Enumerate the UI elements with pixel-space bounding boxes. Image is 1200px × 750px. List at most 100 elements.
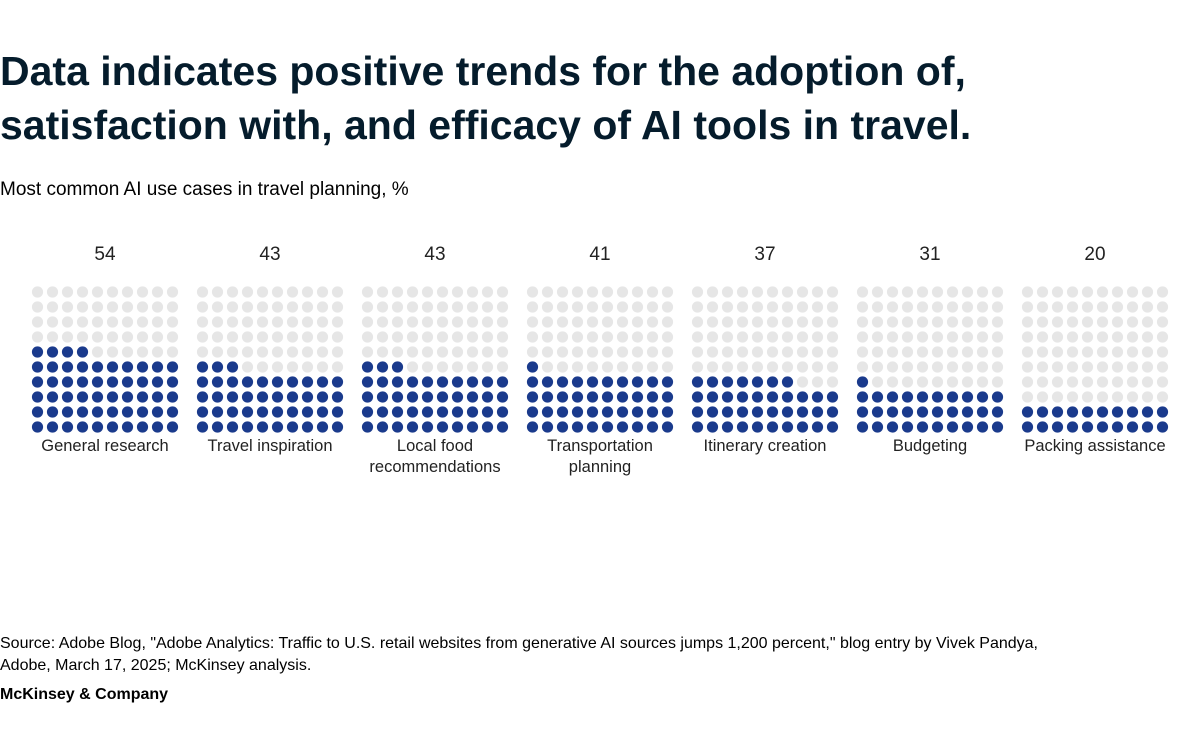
waffle-dot-empty [121,286,134,298]
waffle-dot-filled [601,406,614,418]
waffle-dot-empty [211,301,224,313]
waffle-dot-filled [106,406,119,418]
waffle-dot-empty [436,331,449,343]
category-group: 41 Transportation planning [526,244,674,476]
waffle-dot-empty [721,331,734,343]
waffle-dot-empty [1156,316,1169,328]
waffle-dot-filled [961,421,974,433]
waffle-dot-empty [166,301,179,313]
waffle-dot-empty [646,301,659,313]
waffle-dot-empty [31,331,44,343]
waffle-dot-empty [481,331,494,343]
waffle-dot-filled [406,391,419,403]
waffle-dot-filled [526,391,539,403]
waffle-dot-empty [466,346,479,358]
category-label: Itinerary creation [704,437,827,455]
waffle-dot-filled [631,406,644,418]
waffle-dot-filled [211,376,224,388]
waffle-dot-filled [76,406,89,418]
waffle-dot-empty [121,331,134,343]
waffle-dot-filled [151,421,164,433]
waffle-dot-filled [541,391,554,403]
waffle-dot-empty [751,346,764,358]
waffle-dot-filled [196,421,209,433]
waffle-dot-filled [316,421,329,433]
category-group: 37 Itinerary creation [691,244,839,455]
waffle-dot-filled [736,376,749,388]
waffle-dot-empty [931,316,944,328]
waffle-dot-empty [451,346,464,358]
waffle-dot-empty [691,331,704,343]
value-label: 31 [919,244,940,265]
waffle-dot-empty [991,346,1004,358]
waffle-dot-filled [316,376,329,388]
waffle-dot-empty [751,301,764,313]
waffle-dot-empty [256,361,269,373]
category-label: Local food [397,437,473,455]
waffle-dot-empty [811,346,824,358]
waffle-dot-empty [1021,391,1034,403]
category-label: Transportation [547,437,653,455]
waffle-dot-filled [1036,406,1049,418]
waffle-dot-empty [946,301,959,313]
waffle-dot-empty [106,286,119,298]
waffle-dot-empty [1036,376,1049,388]
waffle-dot-empty [661,346,674,358]
waffle-dot-filled [106,421,119,433]
waffle-dot-filled [46,346,59,358]
category-group: 54 General research [31,244,179,455]
waffle-dot-empty [286,346,299,358]
waffle-dot-empty [766,331,779,343]
value-label: 54 [94,244,116,265]
waffle-dot-empty [1051,361,1064,373]
waffle-dot-filled [61,376,74,388]
waffle-dot-empty [1066,286,1079,298]
waffle-dot-filled [151,406,164,418]
waffle-dot-empty [1096,331,1109,343]
waffle-dot-empty [901,331,914,343]
waffle-dot-empty [331,346,344,358]
waffle-dot-empty [1141,301,1154,313]
waffle-dot-empty [1156,391,1169,403]
waffle-dot-filled [631,376,644,388]
waffle-dot-empty [646,286,659,298]
waffle-dot-filled [721,376,734,388]
waffle-dot-filled [106,361,119,373]
waffle-dot-filled [301,406,314,418]
waffle-dot-filled [226,406,239,418]
waffle-dot-empty [76,331,89,343]
waffle-dot-empty [691,316,704,328]
waffle-dot-empty [361,316,374,328]
waffle-dot-filled [136,361,149,373]
waffle-dot-filled [121,406,134,418]
waffle-dot-empty [541,331,554,343]
waffle-dot-filled [256,421,269,433]
waffle-dot-empty [646,331,659,343]
waffle-dot-empty [286,286,299,298]
waffle-dot-empty [856,361,869,373]
waffle-dot-empty [661,361,674,373]
waffle-dot-empty [331,316,344,328]
waffle-dot-empty [961,331,974,343]
waffle-dot-filled [526,361,539,373]
waffle-dot-empty [856,301,869,313]
waffle-dot-empty [331,331,344,343]
waffle-dot-filled [1156,421,1169,433]
waffle-dot-filled [661,406,674,418]
waffle-dot-filled [76,421,89,433]
waffle-dot-empty [916,331,929,343]
waffle-dot-filled [421,421,434,433]
waffle-dot-filled [1126,406,1139,418]
waffle-dot-empty [931,331,944,343]
waffle-dot-empty [46,331,59,343]
waffle-dot-filled [556,421,569,433]
waffle-dot-empty [571,301,584,313]
waffle-dot-filled [811,421,824,433]
waffle-dot-filled [166,391,179,403]
waffle-dot-filled [151,391,164,403]
waffle-dot-empty [616,331,629,343]
waffle-dot-filled [781,391,794,403]
waffle-dot-empty [196,331,209,343]
waffle-dot-empty [1021,361,1034,373]
waffle-dot-empty [616,346,629,358]
